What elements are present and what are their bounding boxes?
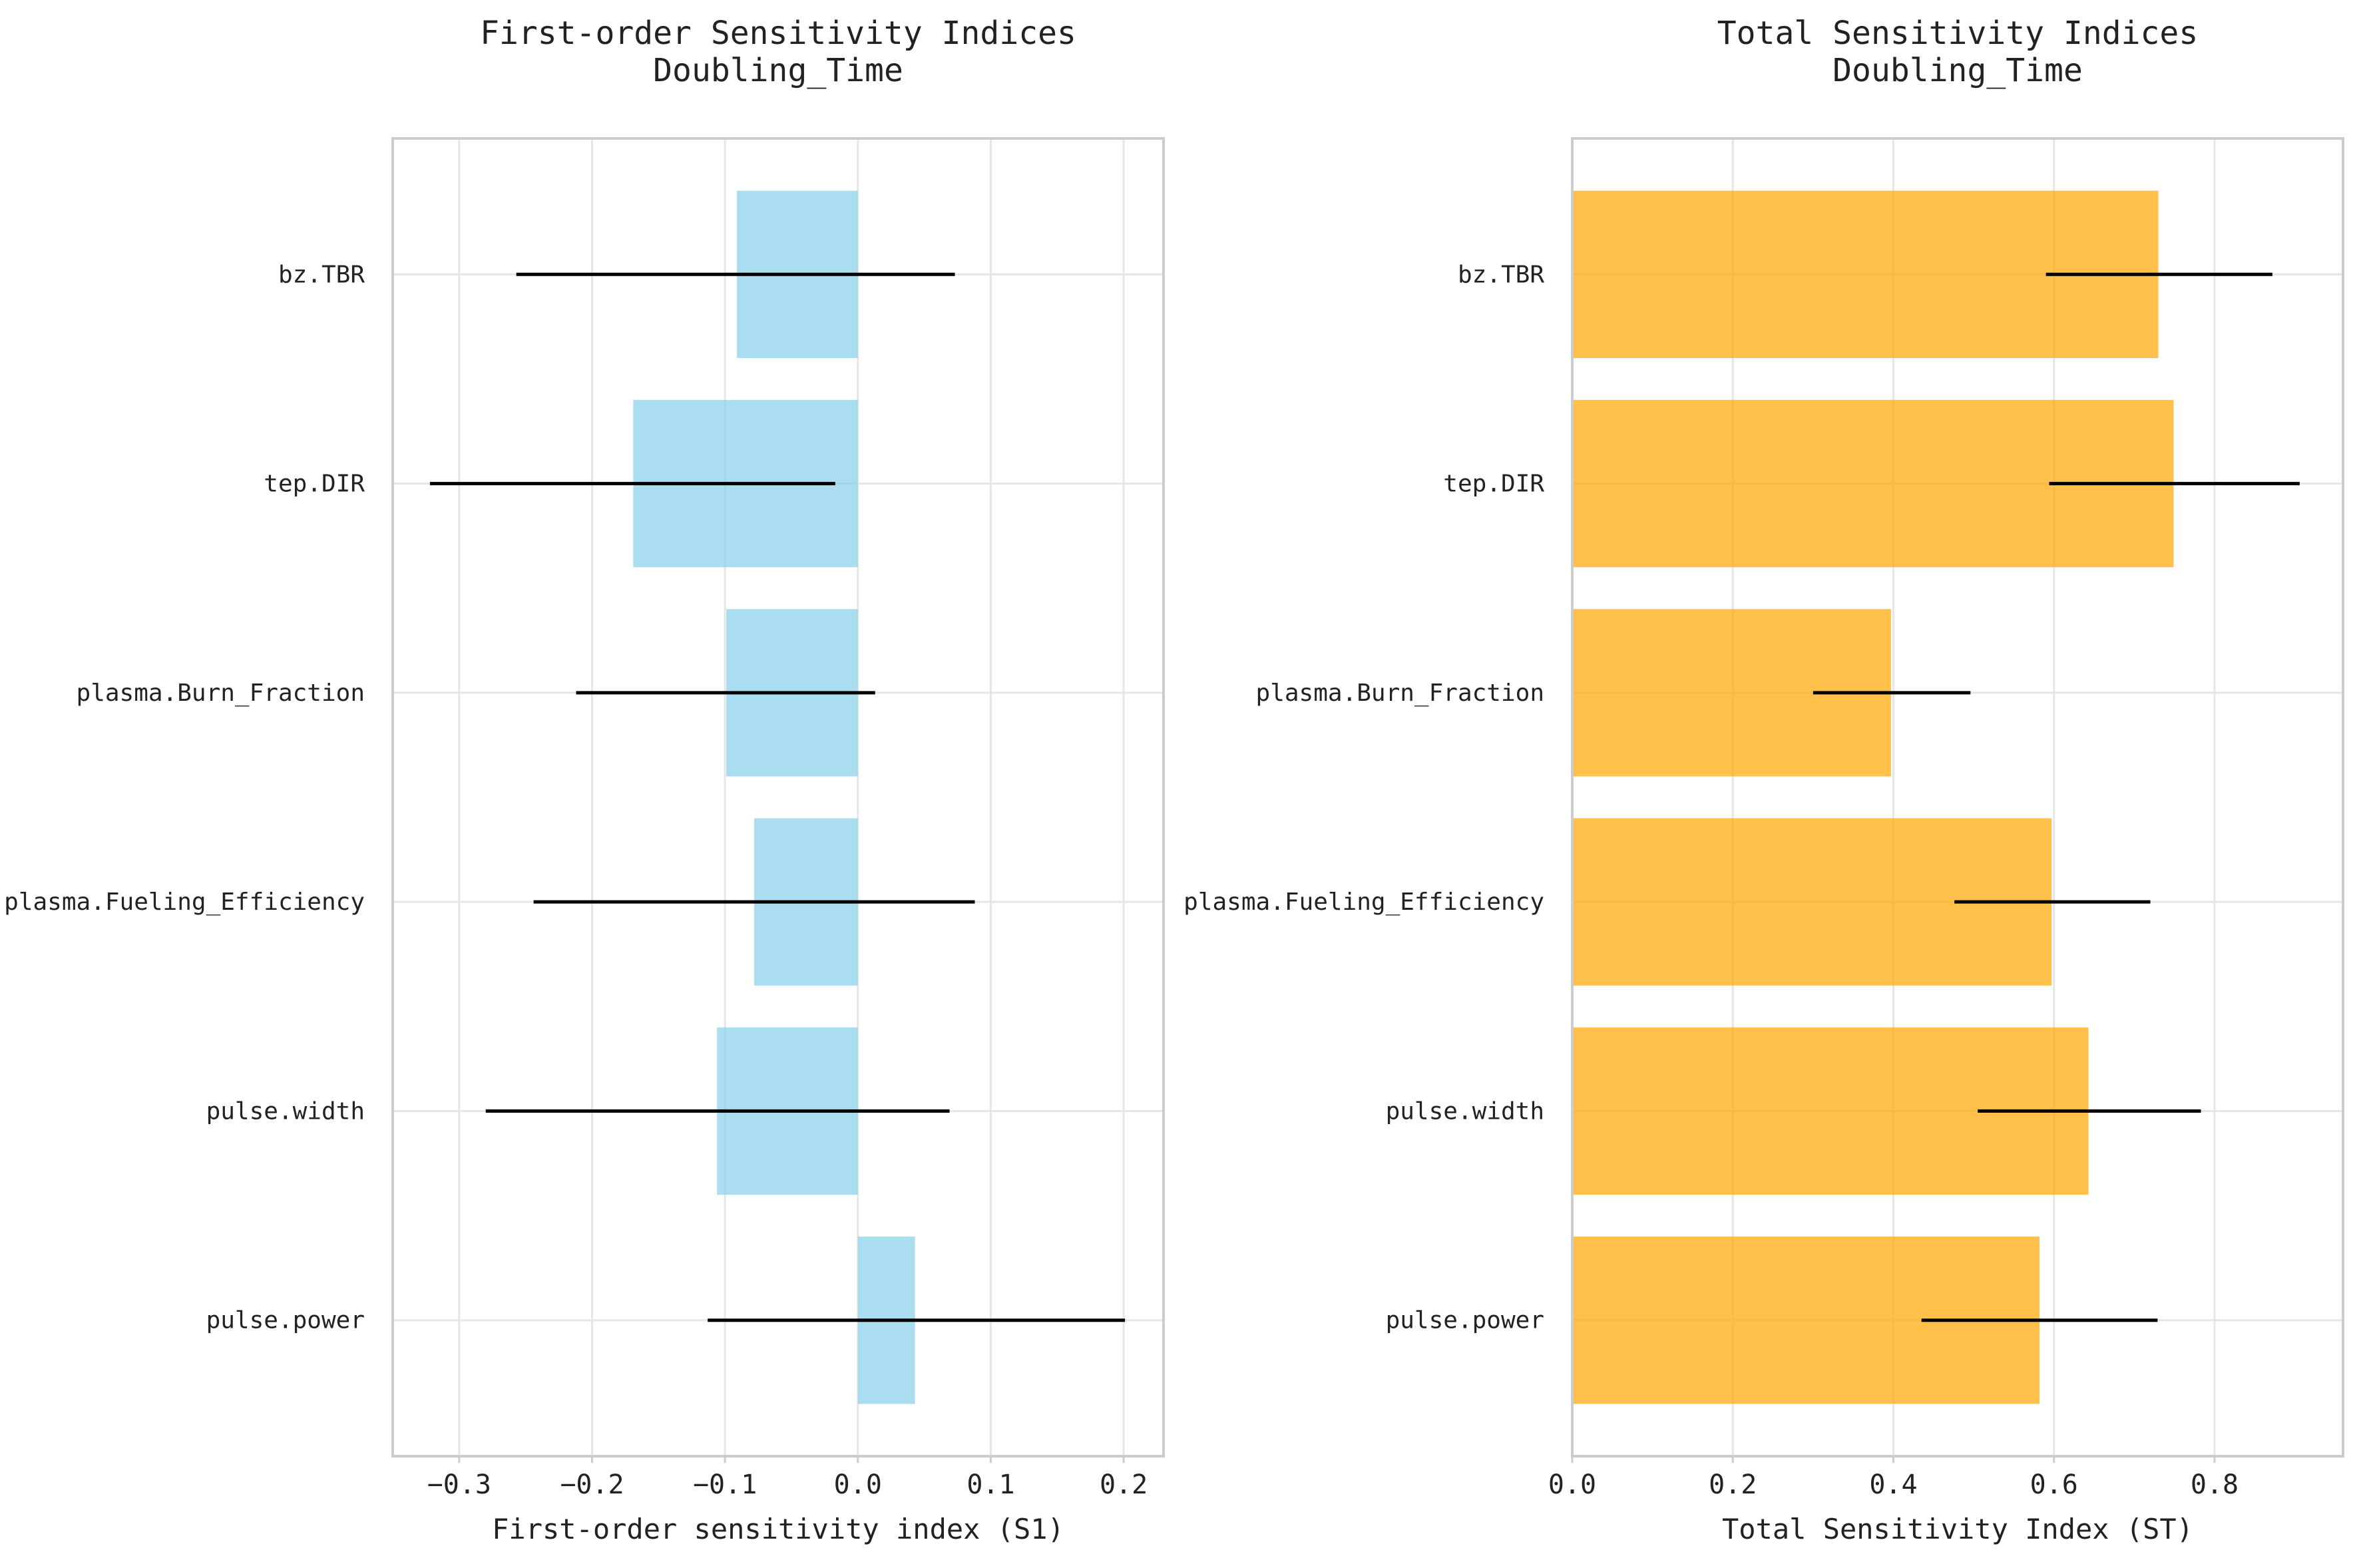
xtick-label-4: 0.8: [2191, 1470, 2239, 1500]
category-label-2: plasma.Burn_Fraction: [77, 680, 365, 707]
category-label-4: pulse.width: [206, 1097, 365, 1125]
chart-title: Total Sensitivity Indices: [1717, 15, 2198, 52]
category-label-5: pulse.power: [206, 1307, 365, 1334]
chart-title: First-order Sensitivity Indices: [480, 15, 1076, 52]
x-axis-label: First-order sensitivity index (S1): [492, 1513, 1064, 1545]
xtick-label-1: −0.2: [560, 1470, 624, 1500]
chart-subtitle: Doubling_Time: [1832, 52, 2083, 89]
x-axis-label: Total Sensitivity Index (ST): [1722, 1513, 2193, 1545]
xtick-label-3: 0.0: [834, 1470, 882, 1500]
xtick-label-5: 0.2: [1100, 1470, 1148, 1500]
category-label-3: plasma.Fueling_Efficiency: [1183, 888, 1544, 916]
xtick-label-0: −0.3: [427, 1470, 491, 1500]
xtick-label-2: −0.1: [693, 1470, 757, 1500]
first-order-chart: −0.3 −0.2 −0.1 0.0 0.1 0.2 bz.TBR tep.DIR plasma…: [4, 15, 1165, 1545]
category-label-4: pulse.width: [1386, 1097, 1544, 1125]
category-label-1: tep.DIR: [264, 471, 365, 498]
category-label-3: plasma.Fueling_Efficiency: [4, 888, 365, 916]
category-label-1: tep.DIR: [1443, 471, 1544, 498]
axes-frame: [391, 137, 1165, 1458]
xtick-label-4: 0.1: [967, 1470, 1014, 1500]
category-label-0: bz.TBR: [278, 261, 365, 288]
category-label-2: plasma.Burn_Fraction: [1256, 680, 1544, 707]
total-sensitivity-chart: 0.0 0.2 0.4 0.6 0.8 bz.TBR tep.DIR plasma.Burn_…: [1183, 15, 2344, 1545]
axes-frame: [1571, 137, 2344, 1458]
xtick-label-0: 0.0: [1548, 1470, 1596, 1500]
xtick-label-1: 0.2: [1709, 1470, 1757, 1500]
category-label-5: pulse.power: [1386, 1307, 1544, 1334]
category-label-0: bz.TBR: [1458, 261, 1544, 288]
xtick-label-3: 0.6: [2030, 1470, 2078, 1500]
xtick-label-2: 0.4: [1869, 1470, 1917, 1500]
chart-subtitle: Doubling_Time: [653, 52, 903, 89]
